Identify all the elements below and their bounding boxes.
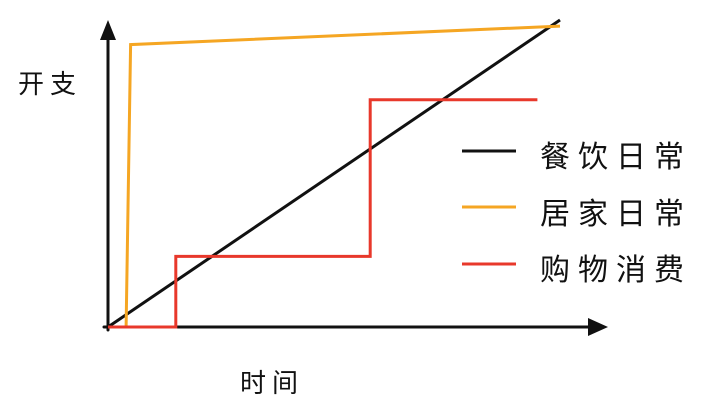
x-axis-title: 时间 (240, 369, 305, 399)
legend-label-canyin: 餐饮日常 (540, 140, 692, 175)
x-axis-arrow (588, 318, 608, 336)
series-line-canyin (107, 18, 561, 329)
series-line-gouwu (108, 98, 538, 329)
y-axis-title: 开支 (18, 70, 83, 100)
legend-label-gouwu: 购物消费 (540, 253, 692, 288)
y-axis-arrow (100, 20, 116, 40)
legend-label-jujia: 居家日常 (540, 197, 692, 232)
